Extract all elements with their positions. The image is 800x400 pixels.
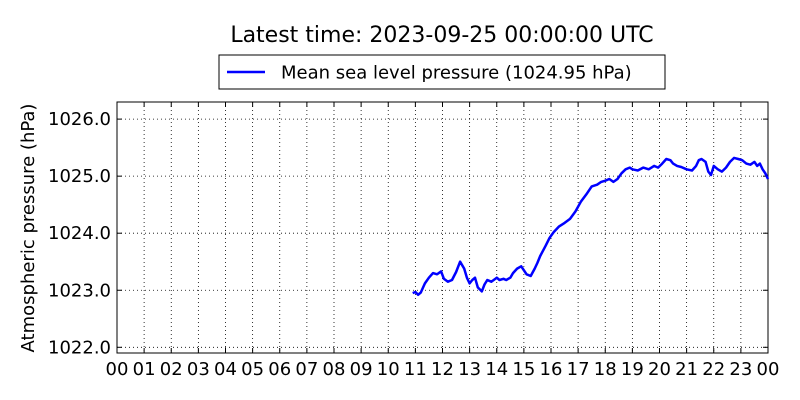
y-axis-label: Atmospheric pressure (hPa) — [18, 104, 39, 353]
y-tick-labels: 1022.0 1023.0 1024.0 1025.0 1026.0 — [48, 109, 111, 358]
series-line — [412, 156, 770, 297]
legend: Mean sea level pressure (1024.95 hPa) — [218, 54, 666, 90]
y-tick-label: 1023.0 — [48, 280, 111, 301]
x-tick-label: 15 — [512, 359, 535, 380]
y-tick-label: 1022.0 — [48, 337, 111, 358]
y-tick-label: 1026.0 — [48, 109, 111, 130]
x-tick-label: 00 — [106, 359, 129, 380]
chart-title: Latest time: 2023-09-25 00:00:00 UTC — [230, 23, 653, 48]
x-tick-label: 00 — [757, 359, 780, 380]
x-tick-label: 11 — [404, 359, 427, 380]
x-tick-label: 02 — [160, 359, 183, 380]
x-tick-label: 13 — [458, 359, 481, 380]
x-tick-label: 23 — [729, 359, 752, 380]
x-tick-label: 03 — [187, 359, 210, 380]
x-tick-label: 22 — [702, 359, 725, 380]
x-tick-label: 16 — [540, 359, 563, 380]
plot-area-frame — [116, 101, 769, 354]
x-tick-labels: 00 01 02 03 04 05 06 07 08 09 10 11 12 13 14 15 16 17 18 19… — [106, 359, 780, 380]
legend-box — [218, 54, 666, 90]
x-tick-label: 10 — [377, 359, 400, 380]
y-tick-label: 1025.0 — [48, 166, 111, 187]
x-tick-label: 20 — [648, 359, 671, 380]
tick-marks — [116, 102, 769, 353]
y-tick-label: 1024.0 — [48, 223, 111, 244]
x-tick-label: 08 — [323, 359, 346, 380]
x-tick-label: 07 — [295, 359, 318, 380]
x-tick-label: 05 — [241, 359, 264, 380]
x-tick-label: 01 — [133, 359, 156, 380]
legend-label: Mean sea level pressure (1024.95 hPa) — [281, 63, 632, 84]
x-tick-label: 04 — [214, 359, 237, 380]
x-tick-label: 17 — [567, 359, 590, 380]
x-tick-label: 18 — [594, 359, 617, 380]
x-tick-label: 09 — [350, 359, 373, 380]
x-tick-label: 06 — [268, 359, 291, 380]
x-tick-label: 14 — [485, 359, 508, 380]
grid-lines — [117, 102, 768, 353]
x-tick-label: 19 — [621, 359, 644, 380]
x-tick-label: 12 — [431, 359, 454, 380]
x-tick-label: 21 — [675, 359, 698, 380]
